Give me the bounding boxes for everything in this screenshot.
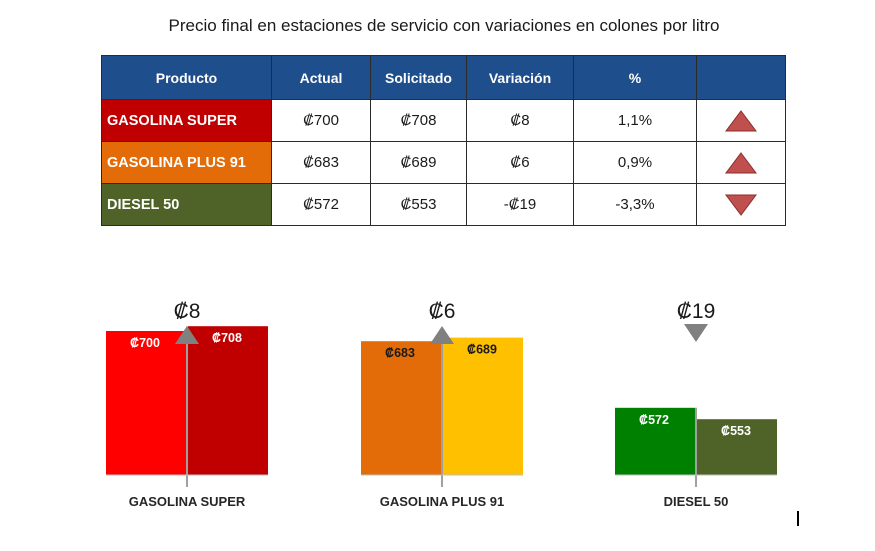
trend-cell <box>696 99 786 142</box>
bar-diesel-50-solicitado <box>697 419 777 475</box>
cell-pct: 1,1% <box>573 99 697 142</box>
cell-actual: ₡683 <box>271 141 371 184</box>
cell-pct: -3,3% <box>573 183 697 226</box>
cell-solicitado: ₡708 <box>370 99 467 142</box>
table-row: GASOLINA PLUS 91 ₡683 ₡689 ₡6 0,9% <box>101 141 786 184</box>
product-name-cell: GASOLINA SUPER <box>101 99 272 142</box>
product-name-cell: GASOLINA PLUS 91 <box>101 141 272 184</box>
cell-pct: 0,9% <box>573 141 697 184</box>
cell-variacion: ₡6 <box>466 141 574 184</box>
bar-value-label: ₡700 <box>130 336 160 350</box>
text-cursor <box>797 511 799 526</box>
category-label: GASOLINA SUPER <box>129 494 246 509</box>
arrow-up-icon <box>725 151 757 173</box>
bar-value-label: ₡553 <box>721 424 751 438</box>
category-label: DIESEL 50 <box>664 494 729 509</box>
table-row: GASOLINA SUPER ₡700 ₡708 ₡8 1,1% <box>101 99 786 142</box>
bar-gasolina-plus-91-actual <box>361 341 441 475</box>
bar-value-label: ₡708 <box>212 331 242 345</box>
cell-solicitado: ₡553 <box>370 183 467 226</box>
price-table: Producto Actual Solicitado Variación % G… <box>101 55 786 226</box>
product-name-cell: DIESEL 50 <box>101 183 272 226</box>
trend-cell <box>696 141 786 184</box>
change-label: ₡19 <box>677 300 716 323</box>
header-solicitado: Solicitado <box>370 55 467 100</box>
table-row: DIESEL 50 ₡572 ₡553 -₡19 -3,3% <box>101 183 786 226</box>
cell-actual: ₡700 <box>271 99 371 142</box>
chart-title: Precio final en estaciones de servicio c… <box>168 16 720 35</box>
bar-gasolina-super-solicitado <box>188 326 268 475</box>
bar-diesel-50-actual <box>615 407 695 475</box>
change-label: ₡8 <box>174 300 201 323</box>
table-header-row: Producto Actual Solicitado Variación % <box>101 55 786 100</box>
change-label: ₡6 <box>429 300 456 323</box>
arrow-up-icon <box>175 326 199 344</box>
bar-gasolina-super-actual <box>106 331 186 475</box>
cell-solicitado: ₡689 <box>370 141 467 184</box>
arrow-down-icon <box>725 194 757 216</box>
header-percent: % <box>573 55 697 100</box>
trend-cell <box>696 183 786 226</box>
arrow-down-icon <box>684 324 708 342</box>
category-label: GASOLINA PLUS 91 <box>380 494 504 509</box>
cell-variacion: -₡19 <box>466 183 574 226</box>
arrow-up-icon <box>430 326 454 344</box>
cell-actual: ₡572 <box>271 183 371 226</box>
bar-gasolina-plus-91-solicitado <box>443 337 523 475</box>
cell-variacion: ₡8 <box>466 99 574 142</box>
header-actual: Actual <box>271 55 371 100</box>
bar-value-label: ₡683 <box>385 346 415 360</box>
arrow-up-icon <box>725 109 757 131</box>
header-variacion: Variación <box>466 55 574 100</box>
bar-value-label: ₡572 <box>639 413 669 427</box>
bar-value-label: ₡689 <box>467 343 497 357</box>
